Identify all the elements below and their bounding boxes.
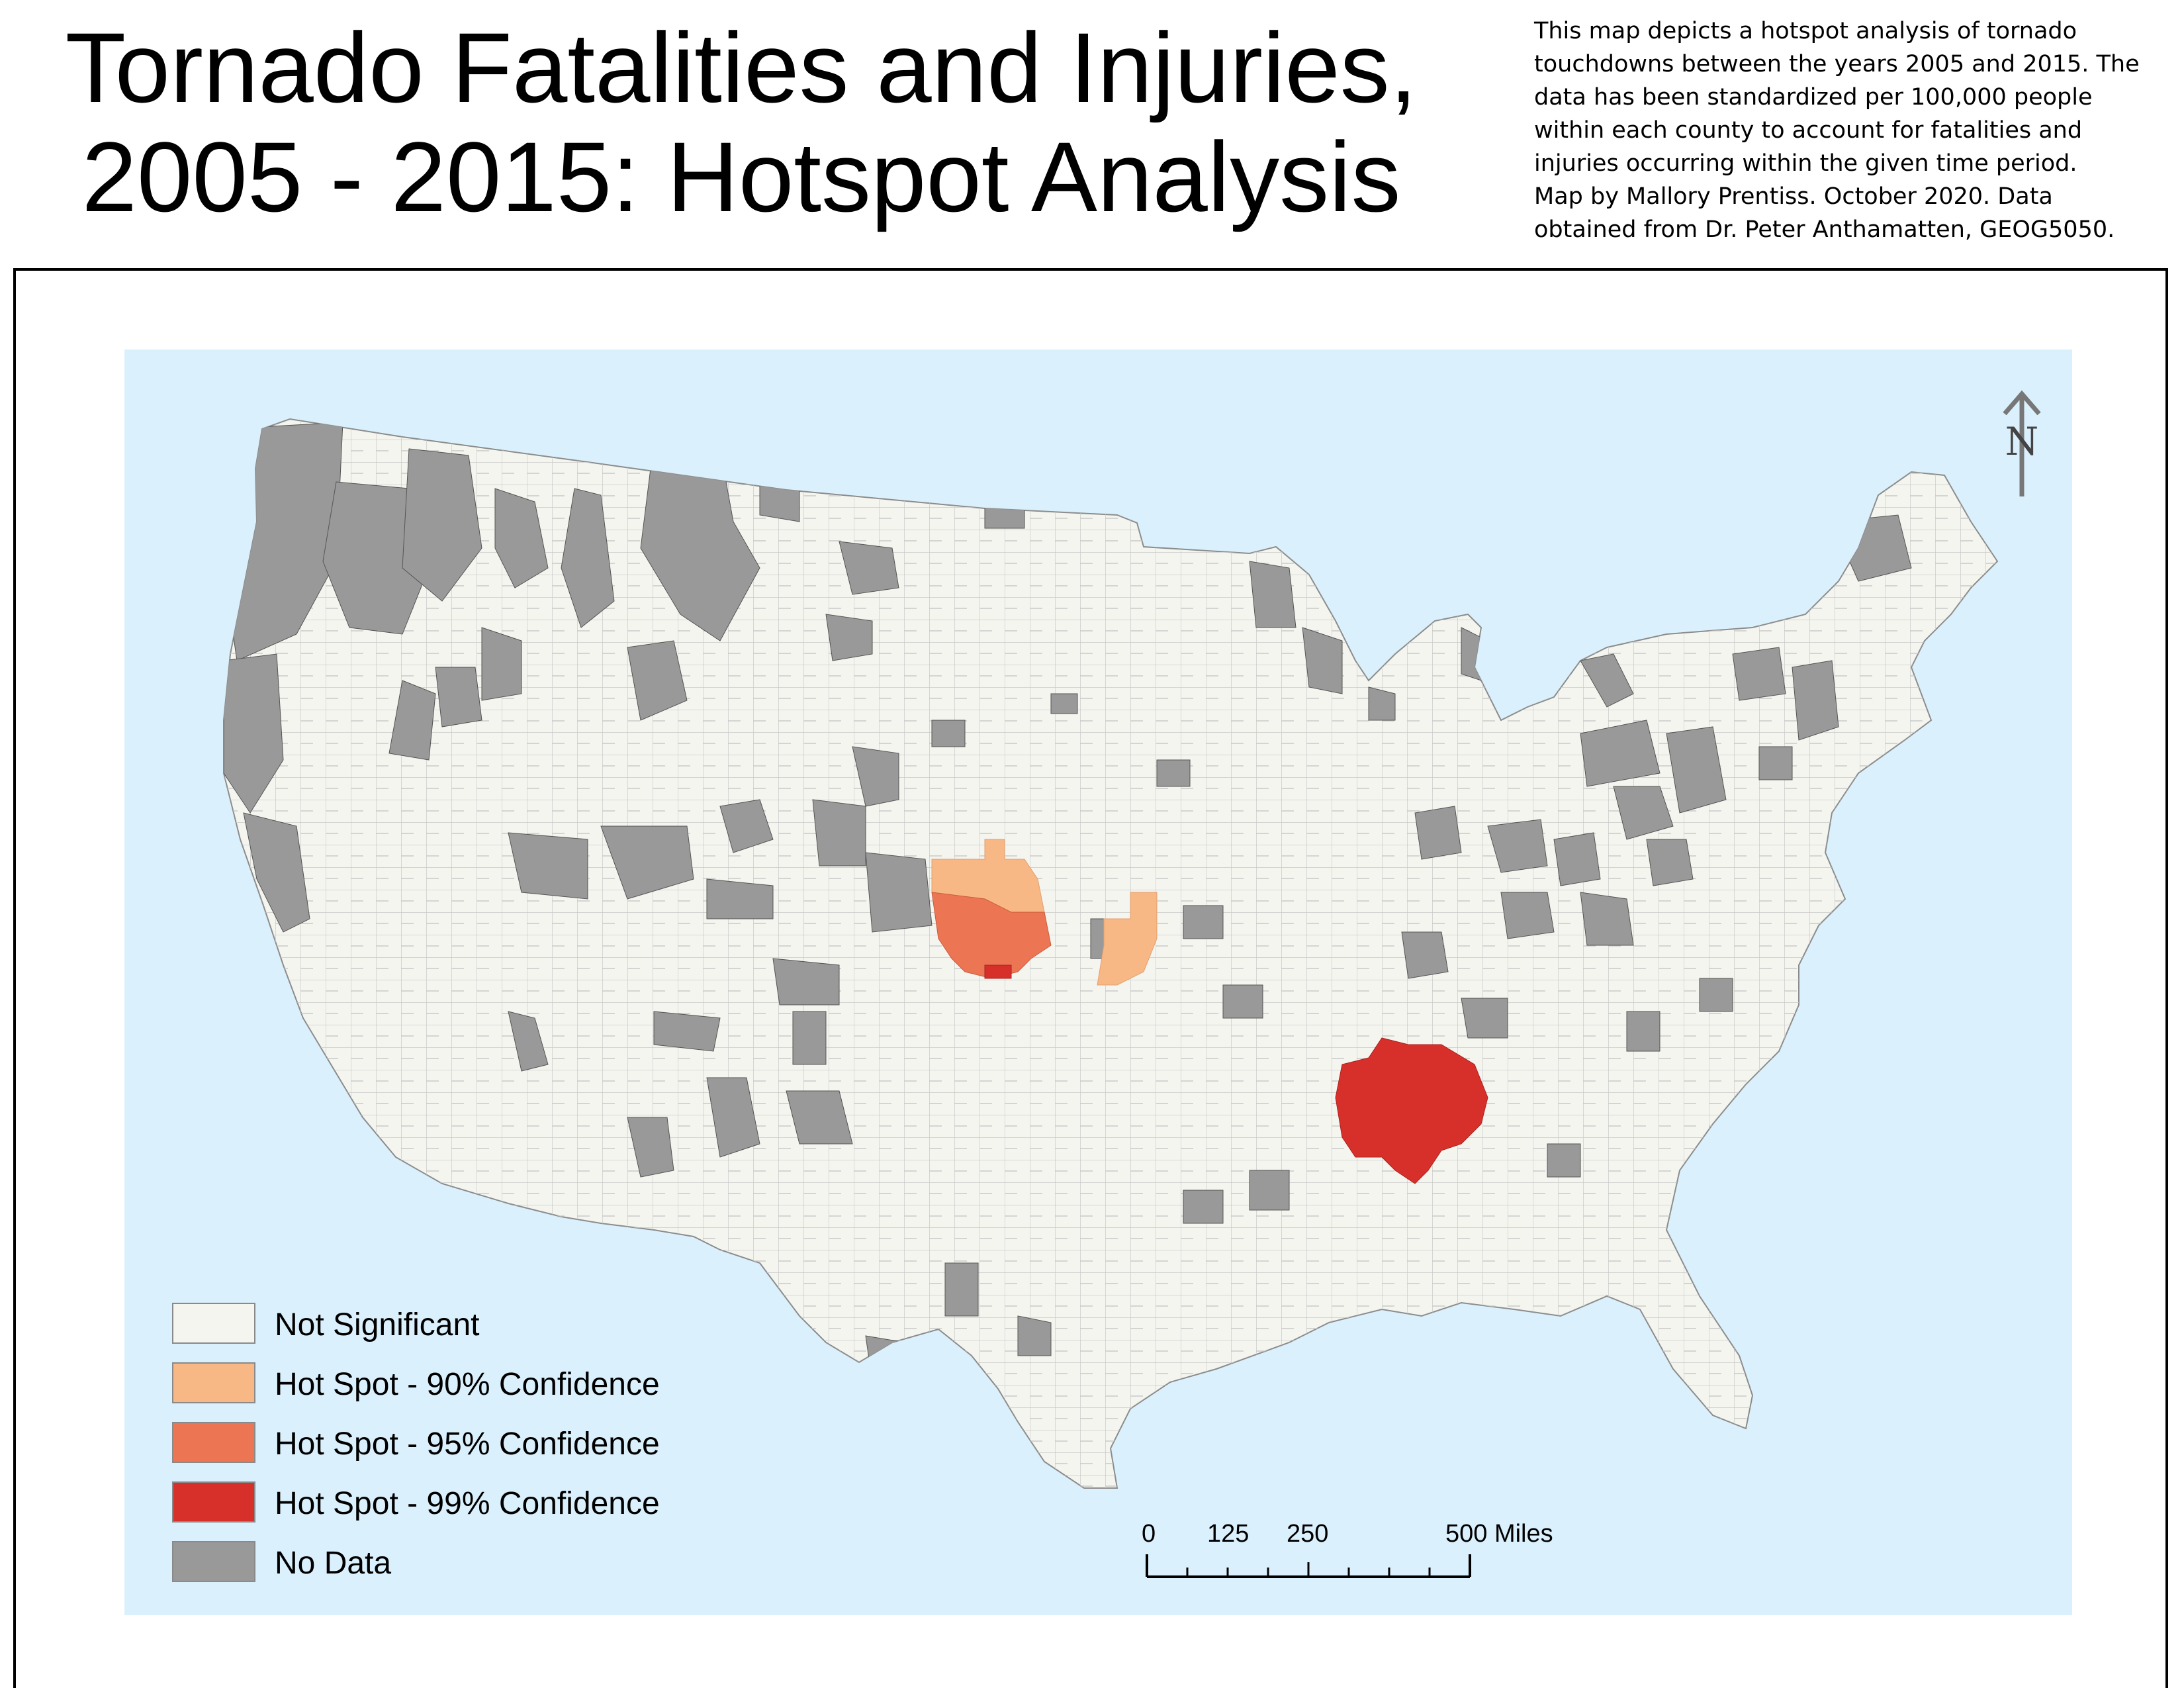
scale-tick-label-0: 0 [1142,1520,1156,1548]
scale-tick-label-125: 125 [1207,1520,1250,1548]
scale-tick-label-500: 500 Miles [1445,1520,1553,1548]
map-canvas [124,350,2072,1615]
legend-item-hot-spot-90: Hot Spot - 90% Confidence [171,1362,766,1406]
legend-item-not-significant: Not Significant [171,1303,766,1346]
description-line: Map by Mallory Prentiss. October 2020. D… [1534,183,2053,210]
legend-item-hot-spot-95: Hot Spot - 95% Confidence [171,1422,766,1466]
legend-swatch-hot-spot-99 [172,1481,255,1523]
legend-swatch-hot-spot-90 [172,1362,255,1403]
no-data-counties [224,422,1912,1383]
description-line: touchdowns between the years 2005 and 20… [1534,51,2140,77]
legend-swatch-no-data [172,1541,255,1582]
description-line: injuries occurring within the given time… [1534,150,2077,177]
legend-label: Hot Spot - 99% Confidence [275,1486,660,1521]
north-arrow-head [2003,390,2041,416]
legend-label: Hot Spot - 95% Confidence [275,1427,660,1462]
map-frame [13,268,2168,1688]
legend-label: Not Significant [275,1307,480,1342]
north-arrow-label: N [2005,419,2039,464]
legend-item-hot-spot-99: Hot Spot - 99% Confidence [171,1481,766,1525]
legend-label: Hot Spot - 90% Confidence [275,1367,660,1402]
hotspot-99-cluster [984,964,1488,1184]
description-line: within each county to account for fatali… [1534,117,2083,144]
map-title: Tornado Fatalities and Injuries, 2005 - … [40,13,1443,232]
legend-swatch-hot-spot-95 [172,1422,255,1463]
map-title-line-1: Tornado Fatalities and Injuries, [65,12,1418,123]
description-line: This map depicts a hotspot analysis of t… [1534,18,2077,44]
legend-swatch-not-significant [172,1303,255,1344]
legend-item-no-data: No Data [171,1541,766,1585]
description-line: obtained from Dr. Peter Anthamatten, GEO… [1534,216,2115,243]
north-arrow: N [2003,390,2041,496]
scale-tick-label-250: 250 [1287,1520,1329,1548]
legend-label: No Data [275,1546,392,1581]
description-line: data has been standardized per 100,000 p… [1534,84,2093,111]
scale-bar-graphic [1146,1554,1471,1578]
hotspot-95-cluster [931,892,1052,979]
map-title-line-2: 2005 - 2015: Hotspot Analysis [81,121,1401,232]
map-description: This map depicts a hotspot analysis of t… [1534,15,2176,246]
